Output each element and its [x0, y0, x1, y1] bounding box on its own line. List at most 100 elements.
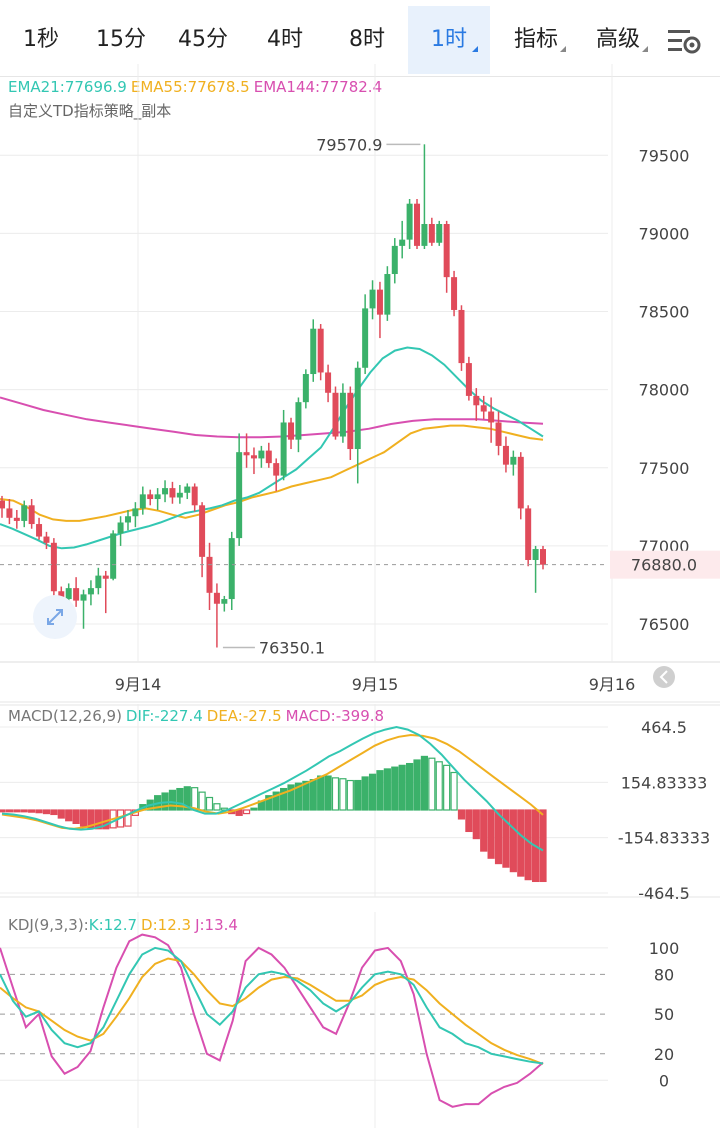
candle-body: [495, 422, 502, 446]
candle: [443, 220, 450, 293]
candle: [95, 567, 102, 595]
tab-indicators[interactable]: 指标: [500, 6, 572, 74]
candle: [43, 531, 50, 550]
candle: [510, 450, 517, 476]
candle-body: [443, 224, 450, 278]
candle: [332, 386, 339, 440]
tab-label: 高级: [595, 27, 640, 52]
tab-label: 45分: [178, 27, 228, 52]
tab-advanced[interactable]: 高级: [582, 6, 654, 74]
k-line: [0, 946, 544, 1065]
candle-body: [0, 500, 5, 509]
macd-bar: [502, 809, 510, 868]
macd-bar: [391, 766, 399, 811]
candle-body: [428, 224, 435, 243]
tab-45m[interactable]: 45分: [166, 6, 240, 74]
macd-bar: [213, 803, 221, 811]
candle: [191, 483, 198, 512]
candle-body: [332, 392, 339, 437]
macd-bar: [450, 771, 458, 811]
candle: [6, 499, 13, 525]
candle-body: [213, 592, 220, 604]
macd-bar: [457, 809, 466, 820]
macd-bar: [57, 809, 65, 819]
candle: [354, 361, 361, 484]
macd-bar: [494, 809, 503, 865]
candle: [473, 388, 480, 421]
candle: [87, 580, 94, 606]
tab-1s[interactable]: 1秒: [6, 6, 76, 74]
candle: [199, 502, 206, 578]
tab-label: 15分: [96, 27, 146, 52]
macd-legend: MACD(12,26,9) DIF:-227.4 DEA:-27.5 MACD:-39…: [8, 707, 388, 725]
candle-body: [102, 575, 109, 579]
y-tick-label: -464.5: [638, 884, 690, 903]
dropdown-triangle-icon: [642, 46, 648, 52]
tab-4h[interactable]: 4时: [248, 6, 322, 74]
candle-body: [488, 411, 495, 423]
dea-label: DEA:-27.5: [206, 707, 282, 725]
candle-body: [310, 328, 317, 375]
candle-body: [154, 494, 161, 500]
candle: [325, 364, 332, 403]
expand-icon[interactable]: [30, 592, 80, 642]
tab-label: 1秒: [23, 27, 59, 52]
macd-bar: [420, 755, 429, 811]
candle: [458, 305, 465, 371]
macd-bar: [428, 757, 436, 811]
kdj-chart[interactable]: 100 80 50 20 0: [0, 912, 720, 1128]
macd-bar: [94, 809, 102, 830]
candle: [213, 583, 220, 648]
tab-label: 4时: [267, 27, 303, 52]
macd-bar: [191, 787, 199, 811]
candle-body: [73, 588, 80, 601]
tab-label: 8时: [349, 27, 385, 52]
tab-8h[interactable]: 8时: [330, 6, 404, 74]
tab-15m[interactable]: 15分: [84, 6, 158, 74]
candle-body: [406, 203, 413, 240]
candle: [36, 517, 43, 540]
candle-body: [21, 505, 28, 521]
candle-body: [199, 505, 206, 557]
candle: [399, 220, 406, 259]
candle-body: [273, 463, 280, 476]
candle-body: [369, 289, 376, 309]
candle: [139, 486, 146, 515]
macd-bar: [0, 809, 6, 813]
candle-body: [414, 203, 421, 246]
y-tick-label: 77500: [639, 459, 690, 478]
candle-body: [110, 533, 117, 579]
macd-bar: [472, 809, 480, 840]
candle: [465, 356, 472, 401]
x-tick-label: 9月16: [589, 675, 636, 694]
macd-bar: [465, 809, 473, 833]
y-tick-label: 100: [649, 939, 680, 958]
j-line: [0, 933, 544, 1108]
candle-body: [50, 542, 57, 592]
macd-bar: [265, 795, 273, 811]
tab-1h[interactable]: 1时: [408, 6, 490, 74]
candle: [147, 489, 154, 506]
macd-bar: [361, 776, 369, 811]
candle-body: [347, 392, 354, 450]
candle: [362, 294, 369, 375]
candle: [288, 417, 295, 450]
macd-bar: [487, 809, 495, 859]
candle-body: [458, 309, 465, 364]
macd-bar: [509, 809, 517, 873]
dif-line: [1, 725, 544, 852]
macd-value-label: MACD:-399.8: [285, 707, 385, 725]
candle-body: [139, 494, 146, 509]
candle-body: [221, 599, 228, 604]
macd-bar: [302, 780, 310, 811]
macd-bar: [383, 768, 391, 811]
macd-bar: [376, 770, 384, 811]
macd-title: MACD(12,26,9): [8, 707, 122, 725]
candle: [50, 538, 57, 603]
macd-bar: [539, 809, 547, 883]
candle-body: [451, 277, 458, 310]
macd-chart[interactable]: 464.5 154.83333 -154.83333 -464.5: [0, 704, 720, 904]
settings-sliders-icon[interactable]: [666, 26, 704, 56]
candle: [502, 436, 509, 473]
